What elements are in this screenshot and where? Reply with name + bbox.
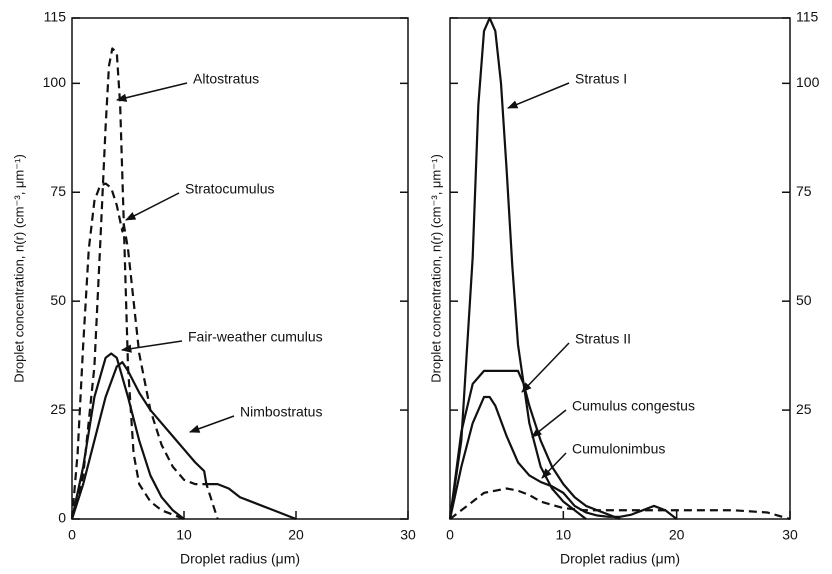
y-tick-label: 75 <box>796 183 812 199</box>
curve <box>70 182 219 520</box>
curve-label: Stratus II <box>575 331 631 347</box>
curve <box>448 395 678 520</box>
curve-label: Fair-weather cumulus <box>188 329 323 345</box>
curve-label: Cumulus congestus <box>572 398 695 414</box>
x-tick-label: 20 <box>288 527 304 543</box>
curve <box>448 369 621 521</box>
x-tick-label: 10 <box>176 527 192 543</box>
x-axis-label: Droplet radius (μm) <box>180 551 300 567</box>
y-tick-label: 115 <box>796 9 819 25</box>
curve <box>70 47 185 521</box>
x-tick-label: 10 <box>556 527 572 543</box>
y-tick-label: 50 <box>796 292 812 308</box>
y-tick-label: 115 <box>44 9 67 25</box>
x-tick-label: 30 <box>782 527 798 543</box>
annotation-arrow <box>531 409 567 438</box>
y-tick-label: 0 <box>58 510 66 526</box>
curve <box>448 16 587 520</box>
y-tick-label: 25 <box>796 401 812 417</box>
y-tick-label: 50 <box>50 292 66 308</box>
curve <box>449 487 791 521</box>
y-axis-label: Droplet concentration, n(r) (cm⁻³, μm⁻¹) <box>11 154 26 383</box>
annotation-arrow <box>189 415 235 433</box>
plot-frame <box>71 17 409 520</box>
y-axis-label: Droplet concentration, n(r) (cm⁻³, μm⁻¹) <box>428 154 443 383</box>
y-tick-label: 100 <box>796 74 820 90</box>
x-tick-label: 0 <box>68 527 76 543</box>
annotation-arrow <box>521 342 570 393</box>
curve-label: Nimbostratus <box>240 404 322 420</box>
annotation-arrow <box>120 340 183 353</box>
annotation-arrow <box>115 82 188 102</box>
x-axis-label: Droplet radius (μm) <box>560 551 680 567</box>
curve-label: Altostratus <box>193 71 259 87</box>
annotation-arrow <box>541 452 567 479</box>
annotation-arrow <box>125 192 180 221</box>
x-tick-label: 30 <box>400 527 416 543</box>
annotation-arrow <box>507 82 570 109</box>
curve-label: Cumulonimbus <box>572 441 665 457</box>
y-tick-label: 25 <box>50 401 66 417</box>
x-tick-label: 20 <box>669 527 685 543</box>
curve <box>70 352 185 520</box>
y-tick-label: 100 <box>43 74 67 90</box>
curve <box>70 361 297 521</box>
x-tick-label: 0 <box>446 527 454 543</box>
y-tick-label: 75 <box>50 183 66 199</box>
curve-label: Stratocumulus <box>185 181 274 197</box>
curve-label: Stratus I <box>575 71 627 87</box>
